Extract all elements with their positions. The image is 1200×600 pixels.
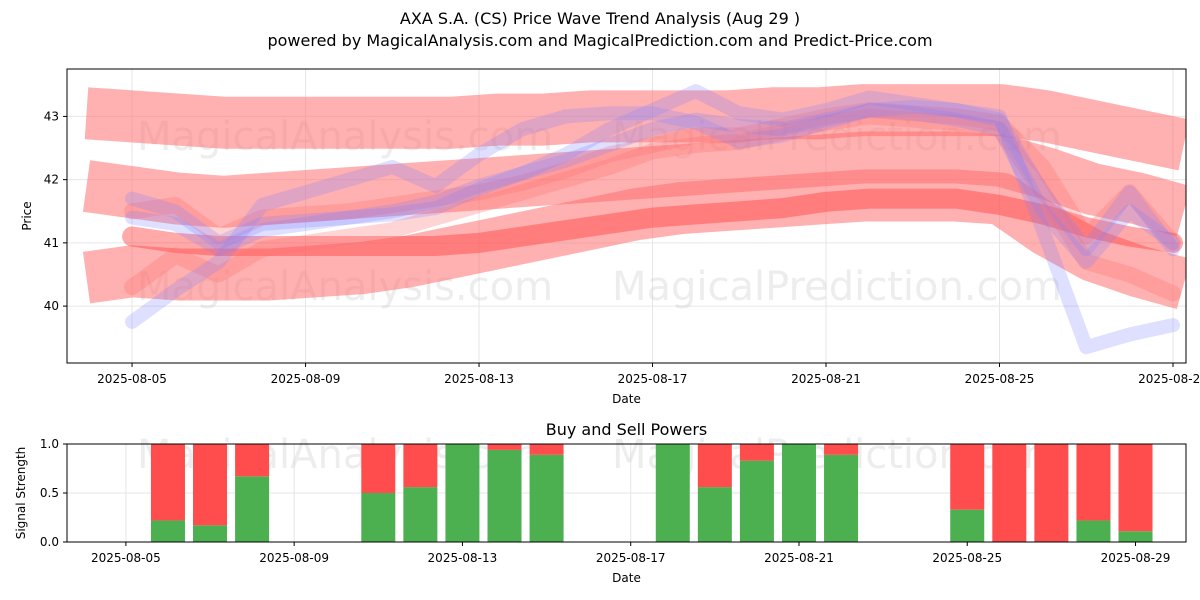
price-xtick-label: 2025-08-29 [1138, 372, 1200, 386]
sell-bar [487, 444, 522, 450]
signal-xtick-label: 2025-08-25 [932, 551, 1002, 565]
price-series-red-wave [124, 102, 1181, 251]
buy-bar [445, 444, 480, 542]
price-ytick-label: 42 [44, 173, 59, 187]
signal-ytick-label: 1.0 [40, 437, 59, 451]
signal-xtick-label: 2025-08-09 [259, 551, 329, 565]
price-series-blue-wave [125, 103, 1180, 269]
price-xlabel: Date [612, 392, 641, 406]
figure-subtitle: powered by MagicalAnalysis.com and Magic… [267, 31, 933, 50]
price-xtick-label: 2025-08-17 [618, 372, 688, 386]
price-xtick-label: 2025-08-21 [791, 372, 861, 386]
buy-bar [781, 444, 816, 542]
signal-ytick-label: 0.5 [40, 486, 59, 500]
sell-bar [1118, 444, 1153, 532]
watermark-text: MagicalPrediction.com [612, 264, 1062, 310]
buy-bar [361, 493, 396, 542]
price-ytick-label: 41 [44, 236, 59, 250]
price-series-blue-wave [125, 84, 1180, 257]
price-xtick-label: 2025-08-13 [444, 372, 514, 386]
price-plot-area: MagicalAnalysis.comMagicalAnalysis.comMa… [67, 69, 1186, 363]
buy-bar [950, 509, 985, 542]
signal-ylabel: Signal Strength [14, 447, 28, 540]
price-series-blue-wave [125, 99, 1180, 355]
figure-title: AXA S.A. (CS) Price Wave Trend Analysis … [399, 9, 801, 28]
price-xtick-label: 2025-08-05 [97, 372, 167, 386]
sell-bar [824, 444, 859, 455]
price-axes-frame [66, 68, 1187, 364]
sell-bar [150, 444, 185, 521]
price-ytick-label: 40 [44, 299, 59, 313]
buy-bar [150, 520, 185, 542]
buy-bar [739, 460, 774, 542]
price-xtick-label: 2025-08-09 [271, 372, 341, 386]
signal-xtick-label: 2025-08-29 [1101, 551, 1171, 565]
buy-bar [193, 525, 228, 542]
price-xtick-label: 2025-08-25 [965, 372, 1035, 386]
sell-bar [403, 444, 438, 488]
buy-bar [1076, 520, 1111, 542]
price-series-red-band [82, 169, 1186, 310]
sell-bar [992, 444, 1027, 542]
price-series-red-wave [124, 108, 1181, 302]
buy-bar [487, 449, 522, 542]
price-series-red-core [122, 188, 1183, 256]
buy-bar [403, 487, 438, 542]
buy-bar [655, 444, 690, 542]
buy-bar [824, 454, 859, 542]
sell-bar [739, 444, 774, 461]
sell-bar [1034, 444, 1069, 542]
sell-bar [235, 444, 270, 477]
sell-bar [529, 444, 564, 455]
buy-bar [1118, 531, 1153, 542]
price-series-red-band [82, 131, 1186, 237]
sell-bar [1076, 444, 1111, 521]
price-ylabel: Price [20, 201, 34, 230]
sell-bar [697, 444, 732, 488]
sell-bar [193, 444, 228, 526]
signal-xlabel: Date [612, 571, 641, 585]
buy-bar [697, 487, 732, 542]
sell-bar [361, 444, 396, 493]
price-series-red-band [84, 84, 1186, 171]
buy-bar [529, 454, 564, 542]
buy-bar [235, 476, 270, 542]
signal-xtick-label: 2025-08-17 [596, 551, 666, 565]
price-ytick-label: 43 [44, 109, 59, 123]
signal-xtick-label: 2025-08-05 [91, 551, 161, 565]
sell-bar [950, 444, 985, 510]
signal-ytick-label: 0.0 [40, 535, 59, 549]
signal-xtick-label: 2025-08-21 [764, 551, 834, 565]
signal-title: Buy and Sell Powers [546, 420, 708, 439]
signal-xtick-label: 2025-08-13 [428, 551, 498, 565]
